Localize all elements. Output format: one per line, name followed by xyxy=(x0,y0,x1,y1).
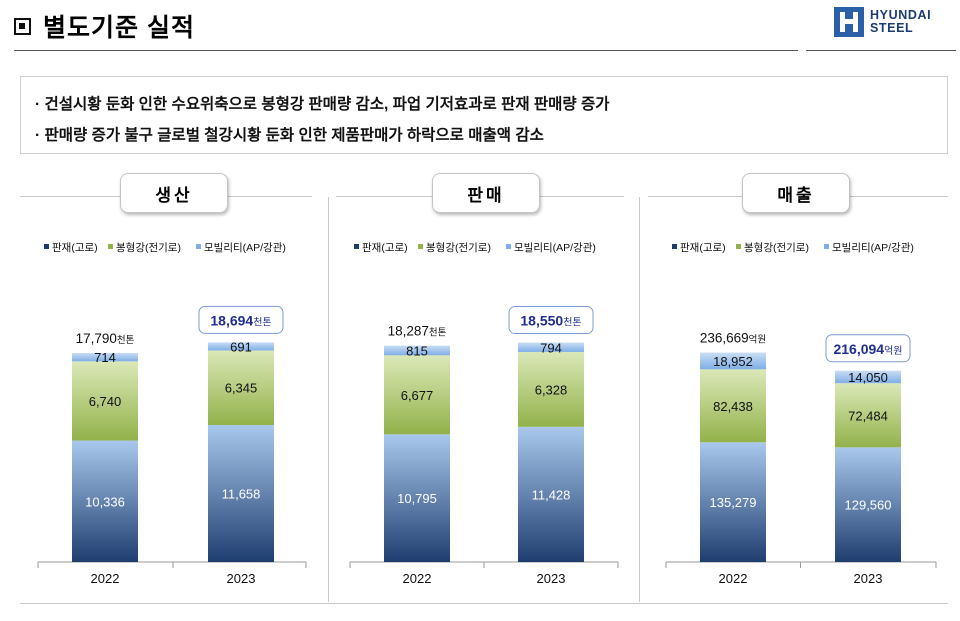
bar-segment xyxy=(208,350,274,426)
bar-segment xyxy=(518,342,584,352)
x-tick-label: 2023 xyxy=(537,571,566,586)
legend-label: 모빌리티(AP/강관) xyxy=(832,242,914,254)
logo-wordmark: HYUNDAI STEEL xyxy=(870,9,931,35)
bar-segment xyxy=(208,425,274,562)
bar-value-label: 6,345 xyxy=(225,381,258,396)
legend-swatch xyxy=(736,244,741,249)
legend-label: 판재(고로) xyxy=(680,242,726,254)
panel-divider-2 xyxy=(639,197,640,602)
page-title: 별도기준 실적 xyxy=(43,14,195,42)
bar-value-label: 10,336 xyxy=(85,494,125,509)
x-tick-label: 2023 xyxy=(854,571,883,586)
total-label: 236,669억원 xyxy=(700,331,766,346)
total-highlight-box xyxy=(198,305,284,334)
logo-line-2: STEEL xyxy=(870,21,914,35)
legend-swatch xyxy=(44,244,49,249)
bar-value-label: 815 xyxy=(406,343,428,358)
panel-divider-1 xyxy=(328,197,329,602)
bar-value-label: 11,428 xyxy=(532,487,571,502)
bar-segment xyxy=(700,369,766,443)
x-tick-label: 2022 xyxy=(719,571,748,586)
title-square-icon xyxy=(14,17,31,35)
summary-box: · 건설시황 둔화 인한 수요위축으로 봉형강 판매량 감소, 파업 기저효과로… xyxy=(20,76,948,154)
bar-segment xyxy=(835,370,901,384)
legend-label: 모빌리티(AP/강관) xyxy=(204,242,286,254)
legend-swatch xyxy=(418,244,423,249)
panel-title-revenue: 매출 xyxy=(742,173,850,213)
bar-value-label: 11,658 xyxy=(222,487,261,502)
bar-value-label: 6,677 xyxy=(401,388,434,403)
total-highlight-box xyxy=(825,334,911,363)
bar-segment xyxy=(518,351,584,427)
legend-swatch xyxy=(672,244,677,249)
bar-value-label: 10,795 xyxy=(397,491,437,506)
total-label: 18,694천톤 xyxy=(210,312,271,328)
bar-value-label: 14,050 xyxy=(848,370,888,385)
legend-label: 봉형강(전기로) xyxy=(426,242,491,254)
bar-segment xyxy=(72,361,138,441)
legend-swatch xyxy=(108,244,113,249)
bar-value-label: 794 xyxy=(540,340,562,355)
bar-value-label: 6,328 xyxy=(535,382,568,397)
hyundai-steel-logo-icon xyxy=(834,7,864,37)
bar-segment xyxy=(72,440,138,562)
total-label: 216,094억원 xyxy=(833,341,902,357)
bar-value-label: 6,740 xyxy=(89,394,122,409)
x-tick-label: 2023 xyxy=(227,571,256,586)
bar-value-label: 82,438 xyxy=(713,399,753,414)
bar-segment xyxy=(700,352,766,370)
bar-segment xyxy=(384,355,450,435)
page-header: 별도기준 실적 xyxy=(14,6,195,46)
legend-swatch xyxy=(354,244,359,249)
legend-label: 봉형강(전기로) xyxy=(116,242,181,254)
bar-segment xyxy=(518,426,584,562)
bar-value-label: 135,279 xyxy=(710,495,757,510)
legend-label: 판재(고로) xyxy=(362,242,408,254)
bar-segment xyxy=(700,442,766,562)
bar-segment xyxy=(835,447,901,562)
x-tick-label: 2022 xyxy=(403,571,432,586)
legend-swatch xyxy=(196,244,201,249)
bottom-rule xyxy=(20,603,948,604)
bar-segment xyxy=(384,434,450,562)
summary-line-2: · 판매량 증가 불구 글로벌 철강시황 둔화 인한 제품판매가 하락으로 매출… xyxy=(35,127,544,144)
legend-swatch xyxy=(506,244,511,249)
total-label: 18,287천톤 xyxy=(388,324,447,339)
bar-value-label: 691 xyxy=(230,339,252,354)
logo-underline xyxy=(806,50,956,51)
bar-segment xyxy=(384,345,450,356)
logo-line-1: HYUNDAI xyxy=(870,8,932,22)
x-tick-label: 2022 xyxy=(91,571,120,586)
bar-value-label: 72,484 xyxy=(848,408,888,423)
bar-segment xyxy=(72,352,138,362)
bar-value-label: 18,952 xyxy=(713,354,753,369)
panel-title-sales-volume: 판매 xyxy=(432,173,540,213)
legend-label: 모빌리티(AP/강관) xyxy=(514,242,596,254)
hyundai-steel-logo: HYUNDAI STEEL xyxy=(833,6,931,38)
legend-swatch xyxy=(824,244,829,249)
title-underline xyxy=(14,50,798,51)
legend-label: 봉형강(전기로) xyxy=(744,242,809,254)
bar-segment xyxy=(835,383,901,448)
bar-value-label: 129,560 xyxy=(845,498,892,513)
bar-segment xyxy=(208,342,274,351)
total-label: 18,550천톤 xyxy=(520,313,581,329)
panel-title-production: 생산 xyxy=(120,173,228,213)
total-highlight-box xyxy=(508,306,594,335)
total-label: 17,790천톤 xyxy=(76,331,135,346)
legend-label: 판재(고로) xyxy=(52,242,98,254)
bar-value-label: 714 xyxy=(94,350,116,365)
summary-line-1: · 건설시황 둔화 인한 수요위축으로 봉형강 판매량 감소, 파업 기저효과로… xyxy=(35,96,610,113)
